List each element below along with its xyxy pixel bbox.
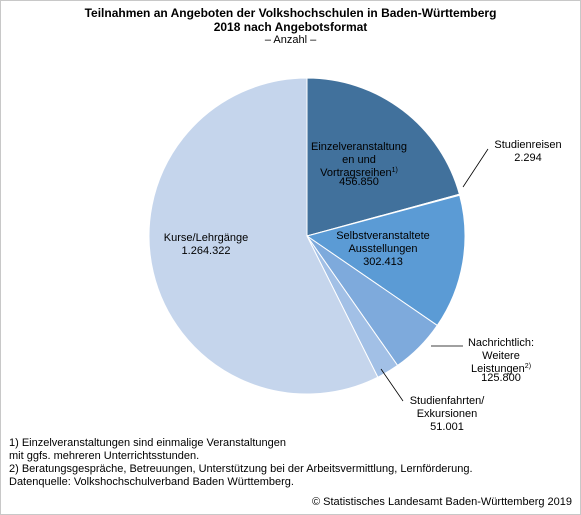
data-source: Datenquelle: Volkshochschulverband Baden… [9, 476, 294, 488]
chart-title-line-2: 2018 nach Angebotsformat [213, 20, 368, 34]
footnote-1-line-1: 1) Einzelveranstaltungen sind einmalige … [9, 437, 287, 449]
leader-line-1 [462, 148, 489, 188]
slice-label-2: Selbstveranstaltete Ausstellungen 302.413 [336, 230, 430, 268]
copyright: © Statistisches Landesamt Baden-Württemb… [311, 496, 572, 508]
pie-slice-2 [305, 194, 466, 327]
footnote-1-line-2: mit ggfs. mehreren Unterrichtsstunden. [9, 450, 200, 462]
slice-label-0: Einzelveranstaltung en und Vortragsreihen1… [311, 141, 407, 188]
pie-slice-0 [306, 77, 460, 237]
pie-chart: Einzelveranstaltung en und Vortragsreihen1… [148, 77, 562, 433]
chart-subtitle: – Anzahl – [264, 34, 317, 46]
slice-label-4: Studienfahrten/Exkursionen 51.001 [410, 395, 486, 433]
slice-label-1: Studienreisen 2.294 [494, 139, 561, 164]
footnotes: 1) Einzelveranstaltungen sind einmalige … [9, 437, 473, 489]
chart-title-line-1: Teilnahmen an Angeboten der Volkshochsch… [84, 6, 497, 20]
slice-label-3: Nachrichtlich: Weitere Leistungen2) 125.800 [468, 337, 534, 384]
footnote-2: 2) Beratungsgespräche, Betreuungen, Unte… [9, 463, 473, 475]
slice-label-5: Kurse/Lehrgänge 1.264.322 [164, 232, 248, 257]
pie-slice-5 [148, 77, 379, 395]
leader-line-4 [380, 368, 404, 402]
